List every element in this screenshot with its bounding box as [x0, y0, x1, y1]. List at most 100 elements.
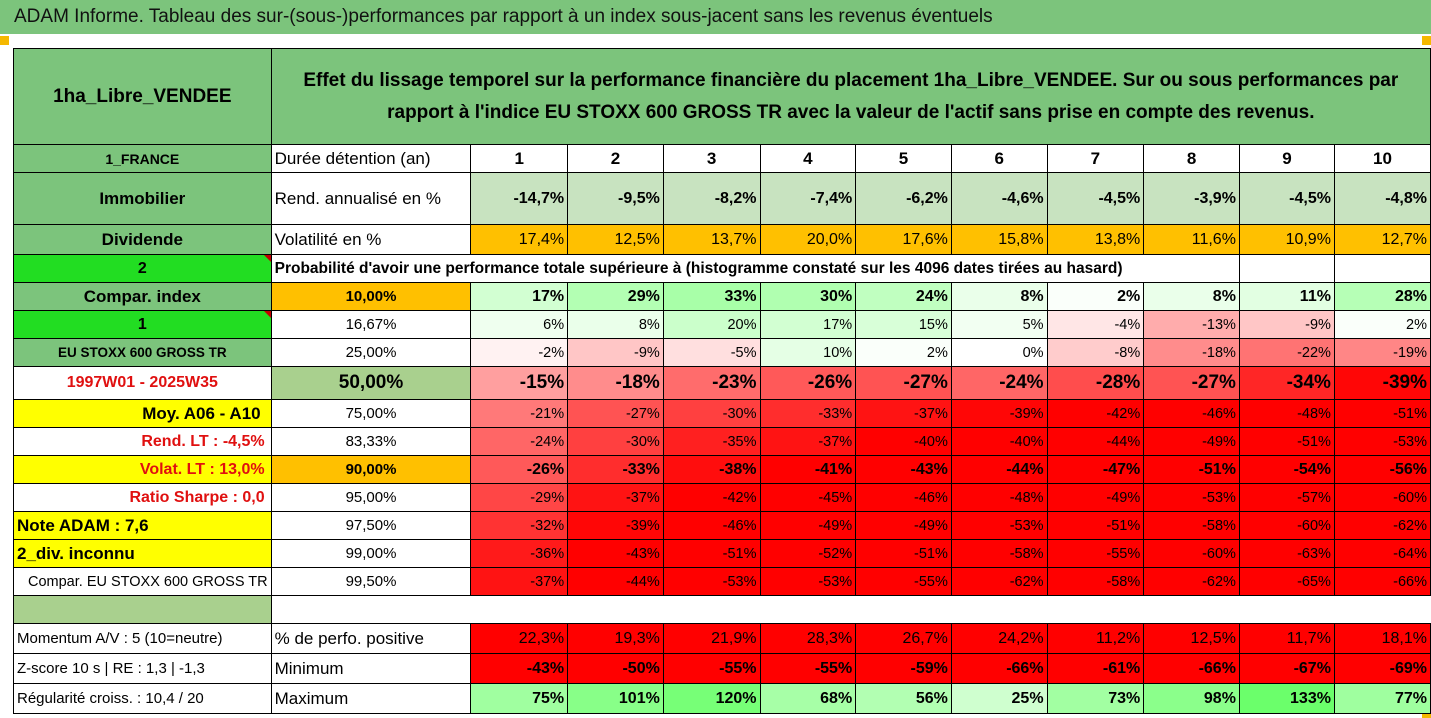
percentile-value: 75,00%: [270, 399, 472, 428]
probability-value: -9%: [567, 338, 664, 367]
minimum-row: Z-score 10 s | RE : 1,3 | -1,3 Minimum -43…: [13, 653, 1431, 684]
proba-row: 1997W01 - 2025W35 50,00% -15% -18% -23% -26% -…: [13, 366, 1431, 400]
probability-value: -51%: [855, 539, 952, 568]
percentile-value: 90,00%: [270, 455, 472, 484]
empty-cell: [1238, 254, 1335, 283]
probability-value: -62%: [1143, 567, 1240, 596]
rend-value: -9,5%: [567, 172, 664, 225]
probability-value: -58%: [950, 539, 1048, 568]
probability-value: -53%: [1333, 427, 1431, 456]
maximum-value: 25%: [950, 683, 1048, 714]
maximum-label: Maximum: [270, 683, 472, 714]
volat-value: 13,8%: [1046, 224, 1145, 255]
probability-value: -49%: [1143, 427, 1240, 456]
maximum-row: Régularité croiss. : 10,4 / 20 Maximum 75%…: [13, 683, 1431, 714]
probability-value: -51%: [1238, 427, 1335, 456]
probability-value: 17%: [470, 282, 569, 311]
probability-value: -9%: [1238, 310, 1335, 339]
probability-value: -15%: [470, 366, 569, 400]
positive-value: 18,1%: [1333, 623, 1431, 654]
rend-value: -14,7%: [470, 172, 569, 225]
maximum-value: 73%: [1046, 683, 1145, 714]
probability-value: 6%: [470, 310, 569, 339]
year-header: 8: [1143, 144, 1240, 173]
probability-value: -40%: [950, 427, 1048, 456]
spacer-cell: [1144, 596, 1240, 624]
spacer-cell: [471, 596, 568, 624]
probability-value: -27%: [855, 366, 952, 400]
country-label: 1_FRANCE: [13, 144, 272, 173]
probability-value: -29%: [470, 483, 569, 512]
probability-value: 2%: [1046, 282, 1145, 311]
probability-value: -64%: [1333, 539, 1431, 568]
positive-value: 19,3%: [567, 623, 664, 654]
probability-value: -4%: [1046, 310, 1145, 339]
probability-value: -39%: [950, 399, 1048, 428]
year-header: 2: [567, 144, 664, 173]
probability-value: -37%: [759, 427, 857, 456]
probability-value: -28%: [1046, 366, 1145, 400]
percentile-value: 16,67%: [270, 310, 472, 339]
probability-value: 0%: [950, 338, 1048, 367]
volat-value: 15,8%: [950, 224, 1048, 255]
left-label: 2_div. inconnu: [13, 539, 272, 568]
volat-value: 12,7%: [1333, 224, 1431, 255]
rend-label: Rend. annualisé en %: [270, 172, 472, 225]
maximum-value: 77%: [1333, 683, 1431, 714]
probability-value: -39%: [1333, 366, 1431, 400]
spacer-cell: [760, 596, 856, 624]
duree-label: Durée détention (an): [270, 144, 472, 173]
probability-value: -55%: [1046, 539, 1145, 568]
probability-value: -51%: [1046, 511, 1145, 540]
category-label: Immobilier: [13, 172, 272, 225]
proba-row: Note ADAM : 7,6 97,50% -32% -39% -46% -49% -49…: [13, 511, 1431, 540]
rend-value: -4,5%: [1046, 172, 1145, 225]
positive-label: % de perfo. positive: [270, 623, 472, 654]
minimum-value: -66%: [950, 653, 1048, 684]
percentile-value: 99,50%: [270, 567, 472, 596]
asset-description: Effet du lissage temporel sur la perform…: [270, 48, 1431, 145]
probability-value: -60%: [1333, 483, 1431, 512]
volat-value: 17,6%: [855, 224, 952, 255]
proba-row: Compar. EU STOXX 600 GROSS TR 99,50% -37% -…: [13, 567, 1431, 596]
probability-value: -55%: [855, 567, 952, 596]
header-row: 1ha_Libre_VENDEE Effet du lissage tempore…: [13, 48, 1431, 145]
left-label: Compar. index: [13, 282, 272, 311]
probability-value: -27%: [567, 399, 664, 428]
proba-caption-row: 2 Probabilité d'avoir une performance tot…: [13, 254, 1431, 283]
rend-value: -4,5%: [1238, 172, 1335, 225]
year-header: 1: [470, 144, 569, 173]
spacer-cell: [271, 596, 471, 624]
rend-row: Immobilier Rend. annualisé en % -14,7% -9,5…: [13, 172, 1431, 225]
minimum-value: -55%: [759, 653, 857, 684]
volat-value: 20,0%: [759, 224, 857, 255]
positive-value: 24,2%: [950, 623, 1048, 654]
minimum-value: -55%: [662, 653, 761, 684]
proba-row: Compar. index 10,00% 17% 29% 33% 30% 24% 8% 2% 8%…: [13, 282, 1431, 311]
year-header: 6: [950, 144, 1048, 173]
probability-value: -2%: [470, 338, 569, 367]
left-label: 1: [13, 310, 272, 339]
probability-value: 10%: [759, 338, 857, 367]
probability-value: -43%: [855, 455, 952, 484]
probability-value: 29%: [567, 282, 664, 311]
spacer-cell: [663, 596, 760, 624]
probability-value: -63%: [1238, 539, 1335, 568]
probability-value: -60%: [1238, 511, 1335, 540]
probability-value: 8%: [950, 282, 1048, 311]
probability-value: -56%: [1333, 455, 1431, 484]
corner-marker-left: [0, 36, 9, 45]
rend-value: -8,2%: [662, 172, 761, 225]
probability-value: -42%: [662, 483, 761, 512]
proba-row: Rend. LT : -4,5% 83,33% -24% -30% -35% -37% -4…: [13, 427, 1431, 456]
percentile-value: 95,00%: [270, 483, 472, 512]
percentile-value: 10,00%: [270, 282, 472, 311]
minimum-value: -59%: [855, 653, 952, 684]
probability-value: -38%: [662, 455, 761, 484]
probability-value: -58%: [1046, 567, 1145, 596]
corner-marker-right: [1422, 36, 1431, 45]
probability-value: -35%: [662, 427, 761, 456]
probability-value: 15%: [855, 310, 952, 339]
volat-value: 10,9%: [1238, 224, 1335, 255]
corner-marker-bottom-right: [1422, 709, 1431, 718]
